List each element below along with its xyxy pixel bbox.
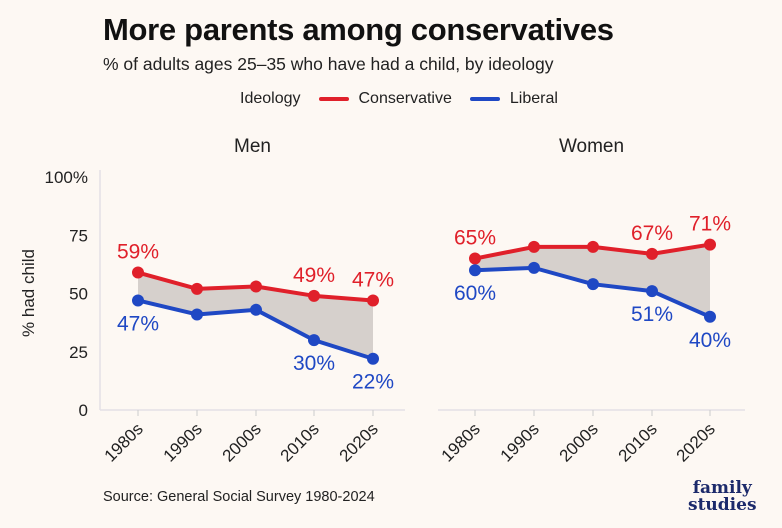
legend-swatch-liberal — [469, 97, 500, 101]
data-label-liberal: 40% — [689, 329, 731, 352]
data-point-conservative — [704, 238, 716, 251]
x-tick-label: 2010s — [615, 419, 661, 465]
data-point-conservative — [367, 294, 379, 307]
data-point-conservative — [250, 280, 262, 293]
y-axis-label: % had child — [19, 249, 38, 337]
data-point-liberal — [587, 278, 599, 291]
x-tick-label: 2020s — [673, 419, 719, 465]
y-tick-label: 100% — [45, 168, 88, 187]
x-tick-label: 2010s — [277, 419, 323, 465]
data-label-conservative: 71% — [689, 213, 731, 236]
data-label-liberal: 47% — [117, 312, 159, 335]
x-tick-label: 1990s — [160, 419, 206, 465]
legend-title: Ideology — [240, 90, 301, 107]
data-point-liberal — [704, 310, 716, 323]
data-point-liberal — [528, 261, 540, 274]
facet-label-women: Women — [559, 136, 624, 157]
data-label-liberal: 30% — [293, 352, 335, 375]
data-point-conservative — [587, 240, 599, 253]
data-label-liberal: 60% — [454, 282, 496, 305]
y-tick-label: 50 — [69, 285, 88, 304]
x-tick-label: 2000s — [219, 419, 265, 465]
data-label-conservative: 47% — [352, 268, 394, 291]
logo-line-2: studies — [688, 495, 757, 515]
x-tick-label: 1980s — [101, 419, 147, 465]
data-label-conservative: 67% — [631, 222, 673, 245]
chart-subtitle: % of adults ages 25–35 who have had a ch… — [103, 54, 554, 74]
source-note: Source: General Social Survey 1980-2024 — [103, 489, 375, 505]
data-point-conservative — [646, 247, 658, 260]
legend-label-conservative: Conservative — [358, 90, 452, 107]
data-point-liberal — [132, 294, 144, 307]
data-label-conservative: 49% — [293, 264, 335, 287]
data-label-conservative: 65% — [454, 227, 496, 250]
data-point-liberal — [469, 264, 481, 277]
x-tick-label: 2020s — [336, 419, 382, 465]
data-label-liberal: 22% — [352, 371, 394, 394]
data-point-liberal — [646, 285, 658, 298]
legend-swatch-conservative — [318, 97, 349, 101]
y-tick-label: 0 — [79, 401, 88, 420]
legend-label-liberal: Liberal — [509, 90, 558, 107]
data-point-liberal — [191, 308, 203, 321]
data-point-conservative — [469, 252, 481, 265]
data-label-conservative: 59% — [117, 241, 159, 264]
family-studies-logo: family studies — [688, 480, 757, 514]
chart-title: More parents among conservatives — [103, 12, 614, 47]
data-point-conservative — [191, 282, 203, 295]
data-label-liberal: 51% — [631, 303, 673, 326]
data-point-conservative — [132, 266, 144, 279]
data-point-conservative — [308, 289, 320, 302]
x-tick-label: 2000s — [556, 419, 602, 465]
data-point-conservative — [528, 240, 540, 253]
y-tick-label: 25 — [69, 343, 88, 362]
data-point-liberal — [367, 352, 379, 365]
x-tick-label: 1980s — [438, 419, 484, 465]
facet-label-men: Men — [234, 136, 271, 157]
x-tick-label: 1990s — [497, 419, 543, 465]
data-point-liberal — [250, 303, 262, 316]
legend: Ideology Conservative Liberal — [240, 90, 558, 108]
logo-line-1: family — [692, 478, 752, 498]
y-tick-label: 75 — [69, 226, 88, 245]
data-point-liberal — [308, 334, 320, 347]
